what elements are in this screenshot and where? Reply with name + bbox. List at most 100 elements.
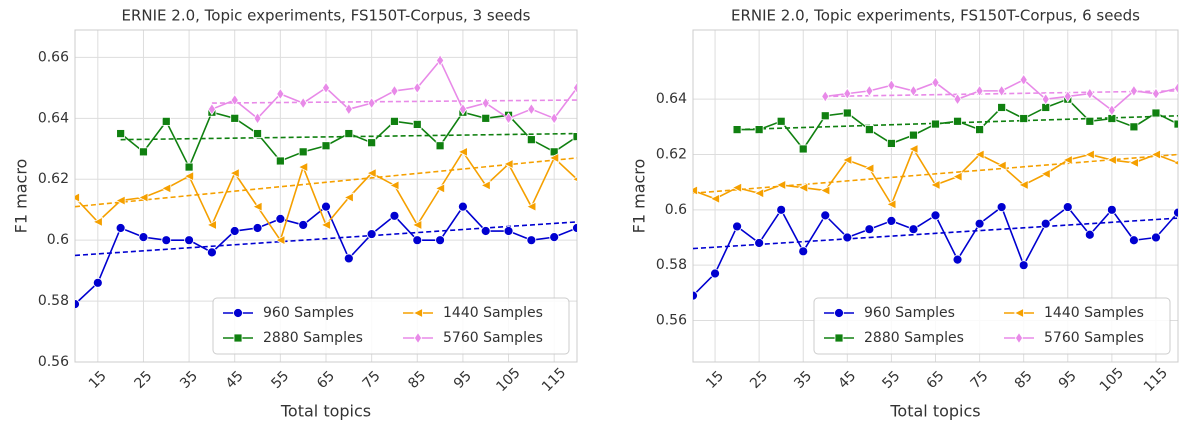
marker xyxy=(480,226,491,236)
y-axis-label: F1 macro xyxy=(12,159,31,234)
marker xyxy=(253,129,262,138)
marker xyxy=(276,87,285,101)
marker xyxy=(138,192,149,203)
marker xyxy=(343,253,354,264)
marker xyxy=(572,132,577,142)
marker xyxy=(1129,235,1139,246)
x-tick-label: 55 xyxy=(268,368,292,392)
x-tick-label: 75 xyxy=(968,368,992,392)
x-tick-label: 95 xyxy=(451,368,475,392)
legend-marker xyxy=(834,333,844,343)
x-tick-label: 85 xyxy=(405,368,429,392)
marker xyxy=(887,139,896,148)
chart-title: ERNIE 2.0, Topic experiments, FS150T-Cor… xyxy=(731,7,1140,25)
marker xyxy=(436,54,445,67)
marker xyxy=(366,229,377,239)
marker xyxy=(953,116,962,126)
marker xyxy=(298,220,309,230)
marker xyxy=(160,183,172,194)
subplot: 0.56 0.58 0.6 0.62 0.64 0.66 15 25 35 45 55 65 75 85 9… xyxy=(12,7,578,421)
y-tick-label: 0.62 xyxy=(656,147,687,163)
marker xyxy=(731,182,742,193)
x-axis-label: Total topics xyxy=(889,402,980,421)
x-tick-label: 25 xyxy=(131,368,155,392)
y-tick-label: 0.58 xyxy=(38,293,69,309)
marker xyxy=(908,143,919,155)
marker xyxy=(952,254,963,265)
marker xyxy=(1062,154,1073,166)
marker xyxy=(930,179,941,191)
marker xyxy=(161,235,172,246)
y-tick-label: 0.6 xyxy=(665,202,687,218)
x-axis-label: Total topics xyxy=(280,402,371,421)
marker xyxy=(1106,154,1117,166)
marker xyxy=(184,235,194,246)
marker xyxy=(841,154,853,166)
trend-line xyxy=(75,157,577,208)
marker xyxy=(343,192,354,203)
marker xyxy=(798,246,809,257)
marker xyxy=(457,146,468,157)
x-tick-label: 55 xyxy=(879,368,903,392)
marker xyxy=(253,112,262,125)
marker xyxy=(776,204,787,215)
x-tick-label: 65 xyxy=(924,368,948,392)
marker xyxy=(504,112,513,125)
marker xyxy=(693,290,698,301)
axes-frame xyxy=(692,29,1179,363)
y-tick-label: 0.66 xyxy=(38,49,69,65)
marker xyxy=(1106,204,1117,215)
marker xyxy=(413,81,422,94)
marker xyxy=(503,158,514,170)
marker xyxy=(974,149,985,160)
marker xyxy=(1018,260,1029,271)
x-tick-label: 105 xyxy=(1097,365,1127,395)
marker xyxy=(435,235,445,246)
marker xyxy=(886,199,897,210)
marker xyxy=(571,176,577,182)
marker xyxy=(572,223,577,233)
x-tick-label: 15 xyxy=(703,368,727,392)
x-tick-label: 75 xyxy=(360,368,384,392)
marker xyxy=(206,219,217,231)
marker xyxy=(207,103,216,116)
marker xyxy=(798,144,808,154)
marker xyxy=(975,125,984,134)
marker xyxy=(75,299,80,310)
y-tick-label: 0.56 xyxy=(656,313,687,329)
marker xyxy=(775,179,787,191)
marker xyxy=(366,168,377,179)
legend-label: 960 Samples xyxy=(263,305,354,321)
marker xyxy=(367,96,376,110)
x-tick-label: 45 xyxy=(835,368,859,392)
x-tick-label: 85 xyxy=(1012,368,1036,392)
marker xyxy=(1172,160,1178,166)
marker xyxy=(458,201,468,212)
marker xyxy=(503,226,514,236)
legend: 960 Samples 2880 Samples 1440 Samples 5760 … xyxy=(813,297,1171,355)
marker xyxy=(1173,207,1178,218)
marker xyxy=(548,152,560,164)
marker xyxy=(908,224,919,235)
marker xyxy=(732,221,742,232)
chart-title: ERNIE 2.0, Topic experiments, FS150T-Cor… xyxy=(121,7,530,25)
legend-marker xyxy=(1014,331,1024,345)
marker xyxy=(1040,218,1051,229)
marker xyxy=(864,224,875,235)
y-tick-label: 0.64 xyxy=(656,91,687,107)
marker xyxy=(252,223,263,233)
marker xyxy=(931,76,940,89)
legend: 960 Samples 2880 Samples 1440 Samples 5760 … xyxy=(212,297,570,355)
marker xyxy=(820,210,831,221)
legend-box xyxy=(212,297,570,355)
legend-marker xyxy=(1013,307,1024,319)
legend-marker xyxy=(233,333,243,343)
y-tick-label: 0.56 xyxy=(38,354,69,370)
marker xyxy=(1062,202,1073,212)
marker xyxy=(1129,84,1138,97)
marker xyxy=(1063,90,1072,103)
marker xyxy=(1019,73,1028,86)
marker xyxy=(572,81,577,94)
marker xyxy=(1107,104,1116,117)
